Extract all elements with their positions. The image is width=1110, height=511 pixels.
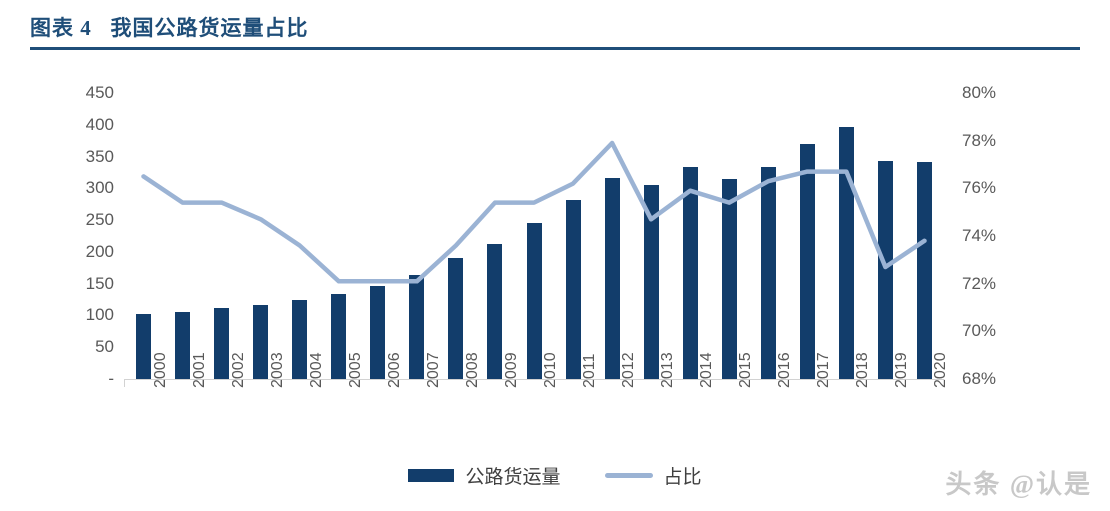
legend-item-label: 公路货运量: [465, 467, 561, 488]
legend-bar-swatch-icon: [408, 469, 455, 482]
bar-2000: [136, 313, 152, 379]
x-axis-tick: [944, 380, 945, 387]
bar-2005: [331, 293, 347, 379]
left-axis-tick-label: 400: [85, 114, 114, 134]
x-axis-tick: [124, 380, 125, 387]
x-axis-tick: [280, 380, 282, 387]
bar-2007: [409, 274, 425, 379]
legend: 公路货运量 占比: [0, 462, 1110, 489]
x-axis-tick: [514, 380, 516, 387]
x-axis-tick: [748, 380, 750, 387]
bar-2016: [760, 166, 776, 379]
right-axis-tick-label: 70%: [962, 321, 997, 341]
legend-item-bar[interactable]: 公路货运量: [408, 462, 561, 489]
right-axis-tick-label: 76%: [962, 178, 997, 198]
x-axis-tick: [163, 380, 165, 387]
left-axis-tick-label: 300: [85, 178, 114, 198]
legend-item-line[interactable]: 占比: [604, 462, 702, 489]
x-axis-tick: [319, 380, 321, 387]
x-axis-tick: [670, 380, 672, 387]
line-series-layer: [141, 140, 927, 284]
legend-line-swatch-icon: [604, 473, 653, 478]
bar-2010: [526, 223, 542, 379]
right-axis-tick-label: 74%: [962, 226, 997, 245]
bar-2015: [721, 178, 737, 379]
x-axis-tick: [631, 380, 633, 387]
left-axis-tick-label: 150: [85, 273, 114, 293]
x-axis-line: [124, 379, 944, 380]
right-axis-tick-label: 80%: [962, 83, 997, 102]
x-axis-tick: [865, 380, 867, 387]
x-axis-tick: [241, 380, 243, 387]
page-title: 图表 4 我国公路货运量占比: [30, 16, 309, 40]
x-axis-tick: [553, 380, 555, 387]
left-axis-tick-label: 450: [85, 83, 114, 102]
x-axis-tick: [709, 380, 711, 387]
bar-2017: [799, 144, 815, 379]
bar-2008: [448, 257, 464, 379]
right-axis-tick-label: 72%: [962, 273, 997, 293]
left-axis-tick-label: 250: [85, 210, 114, 230]
x-axis-tick: [904, 380, 906, 387]
bar-2004: [292, 300, 308, 379]
bar-2001: [175, 312, 191, 379]
bar-2014: [682, 167, 698, 379]
left-axis-tick-label: 350: [85, 146, 114, 166]
bar-2011: [565, 199, 581, 379]
bar-2018: [838, 127, 854, 379]
bar-series-layer: [124, 93, 944, 379]
x-axis-tick: [592, 380, 594, 387]
bar-2002: [214, 307, 230, 379]
x-axis-tick: [202, 380, 204, 387]
x-axis-tick: [436, 380, 438, 387]
x-axis-tick: [358, 380, 360, 387]
left-axis-tick-label: 200: [85, 241, 114, 261]
title-divider: [30, 47, 1080, 50]
bar-2006: [370, 286, 386, 379]
left-axis-tick-label: -: [108, 369, 114, 388]
x-axis-tick: [475, 380, 477, 387]
right-axis-tick-label: 78%: [962, 130, 997, 150]
x-axis-tick: [826, 380, 828, 387]
title-block: 图表 4 我国公路货运量占比: [30, 14, 1080, 56]
bar-2003: [253, 305, 269, 379]
bar-2020: [916, 161, 932, 379]
left-axis-tick-label: 50: [95, 337, 114, 357]
bar-2012: [604, 178, 620, 379]
x-axis-tick: [787, 380, 789, 387]
x-axis-tick: [397, 380, 399, 387]
bar-2009: [487, 244, 503, 379]
right-axis-tick-label: 68%: [962, 369, 997, 388]
left-axis-tick-label: 100: [85, 305, 114, 325]
ratio-line-path: [141, 140, 927, 284]
watermark: 头条 @认是: [945, 470, 1092, 499]
bar-2019: [877, 161, 893, 379]
legend-item-label: 占比: [663, 467, 702, 488]
bar-2013: [643, 184, 659, 379]
